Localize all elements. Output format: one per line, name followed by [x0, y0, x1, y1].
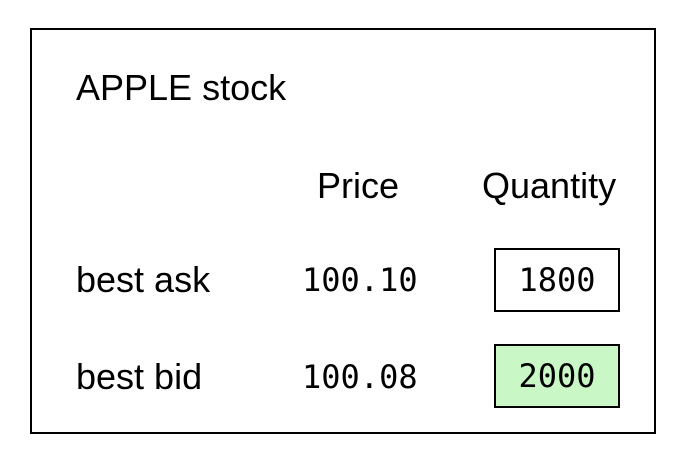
quantity-column-header: Quantity	[482, 165, 617, 206]
best-ask-label: best ask	[76, 259, 211, 300]
best-ask-quantity: 1800	[494, 248, 620, 312]
best-bid-price: 100.08	[302, 358, 418, 396]
stock-title: APPLE stock	[76, 67, 287, 108]
best-bid-quantity: 2000	[494, 344, 620, 408]
order-book-panel: APPLE stock Price Quantity best ask 100.…	[30, 28, 656, 434]
price-column-header: Price	[317, 165, 400, 206]
best-bid-label: best bid	[76, 356, 203, 397]
best-ask-price: 100.10	[302, 261, 418, 299]
